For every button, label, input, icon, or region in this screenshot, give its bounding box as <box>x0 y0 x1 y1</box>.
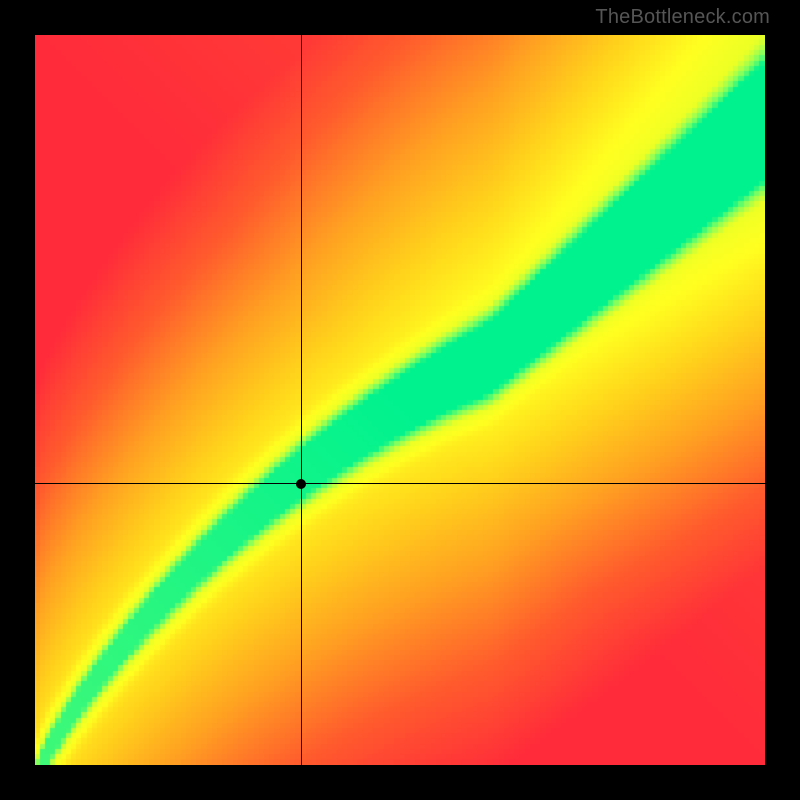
crosshair-horizontal <box>35 483 765 484</box>
plot-frame <box>35 35 765 765</box>
crosshair-vertical <box>301 35 302 765</box>
heatmap-canvas <box>35 35 765 765</box>
watermark-text: TheBottleneck.com <box>595 6 770 29</box>
chart-container: TheBottleneck.com <box>0 0 800 800</box>
crosshair-marker <box>296 479 306 489</box>
